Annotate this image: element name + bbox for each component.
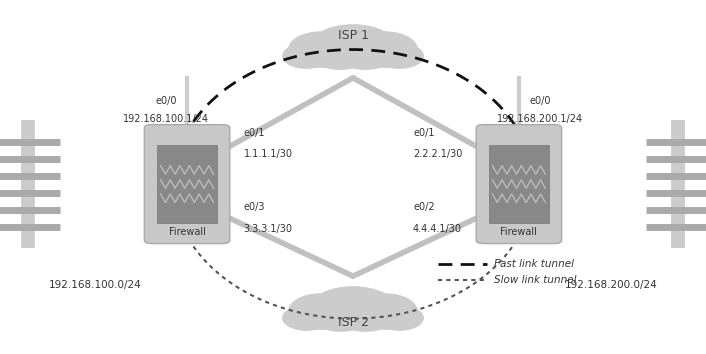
Ellipse shape (376, 44, 424, 68)
Ellipse shape (313, 42, 367, 69)
Text: ISP 2: ISP 2 (337, 316, 369, 329)
Text: Firewall: Firewall (501, 227, 537, 237)
Ellipse shape (311, 287, 395, 329)
Ellipse shape (376, 306, 424, 330)
Ellipse shape (339, 304, 393, 331)
FancyBboxPatch shape (144, 125, 230, 244)
FancyBboxPatch shape (157, 145, 217, 223)
Ellipse shape (282, 44, 330, 68)
Text: 4.4.4.1/30: 4.4.4.1/30 (413, 224, 462, 234)
Text: 192.168.100.1/24: 192.168.100.1/24 (123, 114, 209, 124)
Text: e0/0: e0/0 (155, 96, 176, 106)
Ellipse shape (282, 306, 330, 330)
Text: Slow link tunnel: Slow link tunnel (494, 275, 577, 285)
Text: e0/2: e0/2 (413, 202, 435, 212)
Ellipse shape (353, 32, 417, 67)
FancyBboxPatch shape (476, 125, 562, 244)
Text: 1.1.1.1/30: 1.1.1.1/30 (244, 149, 292, 159)
Ellipse shape (313, 304, 367, 331)
Text: e0/3: e0/3 (244, 202, 265, 212)
FancyBboxPatch shape (489, 145, 549, 223)
Text: 192.168.200.0/24: 192.168.200.0/24 (564, 280, 657, 290)
Text: 192.168.100.0/24: 192.168.100.0/24 (49, 280, 142, 290)
Ellipse shape (339, 42, 393, 69)
Text: 3.3.3.1/30: 3.3.3.1/30 (244, 224, 292, 234)
Text: Fast link tunnel: Fast link tunnel (494, 259, 574, 269)
Text: e0/1: e0/1 (413, 128, 434, 138)
Text: ISP 1: ISP 1 (337, 29, 369, 42)
Text: e0/0: e0/0 (530, 96, 551, 106)
Text: Firewall: Firewall (169, 227, 205, 237)
Text: 2.2.2.1/30: 2.2.2.1/30 (413, 149, 462, 159)
Ellipse shape (311, 25, 395, 67)
Ellipse shape (289, 32, 353, 67)
Text: e0/1: e0/1 (244, 128, 265, 138)
Text: 192.168.200.1/24: 192.168.200.1/24 (497, 114, 583, 124)
Ellipse shape (353, 294, 417, 329)
Ellipse shape (289, 294, 353, 329)
